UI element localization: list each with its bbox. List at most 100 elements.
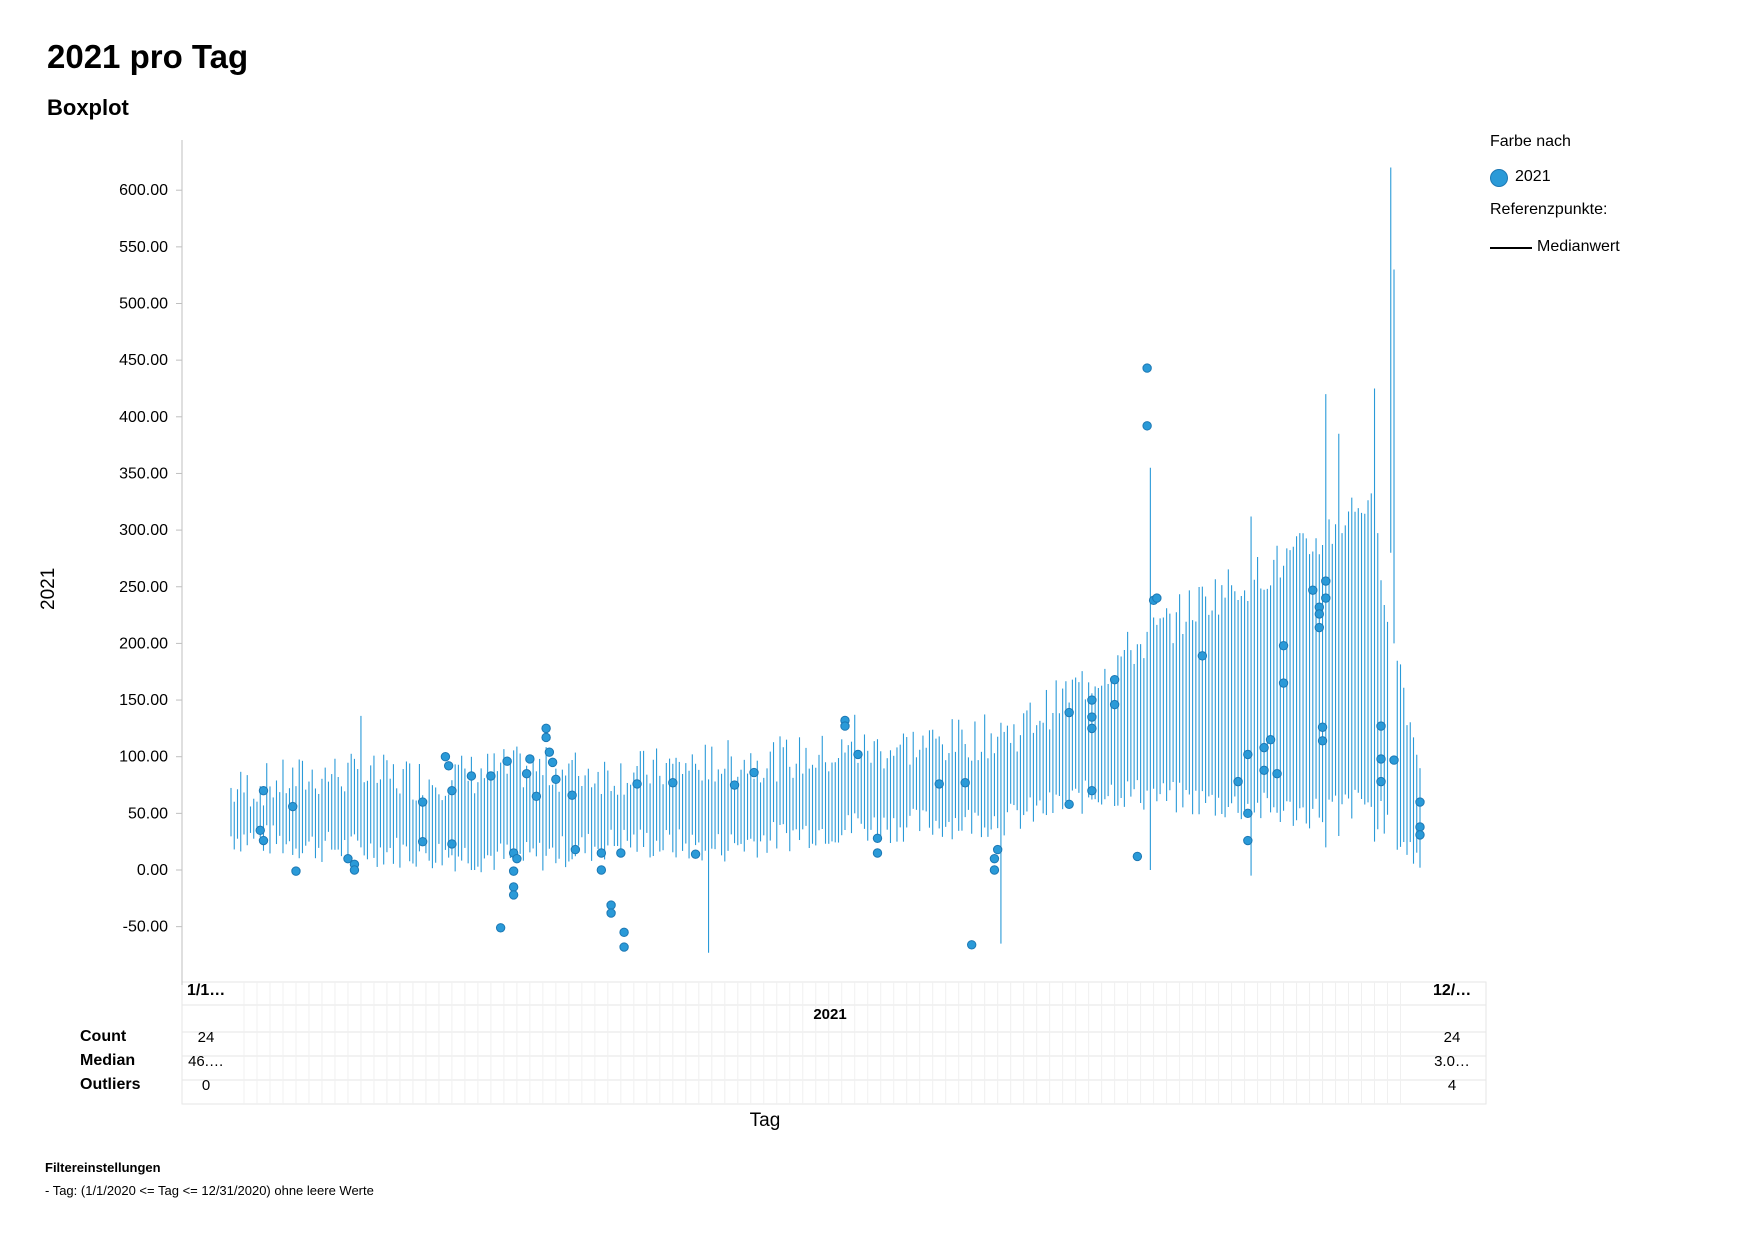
outlier-point — [1376, 754, 1386, 764]
outlier-point — [1278, 640, 1289, 651]
outlier-point — [495, 923, 506, 933]
outlier-point — [966, 940, 977, 950]
outlier-point — [1087, 712, 1097, 722]
outlier-point — [1064, 799, 1074, 809]
outlier-point — [1243, 835, 1253, 846]
outlier-point — [1308, 585, 1318, 595]
boxplot-boxes — [230, 167, 1421, 953]
outlier-point — [255, 825, 265, 836]
outlier-point — [502, 756, 512, 766]
outlier-point — [291, 866, 301, 876]
x-tick-band — [181, 981, 1487, 1006]
outlier-point — [570, 844, 581, 855]
stats-last-count: 24 — [1443, 1029, 1461, 1046]
y-tick-label: 300.00 — [119, 522, 168, 539]
outlier-point — [1314, 609, 1324, 619]
outlier-point — [1142, 421, 1152, 431]
outlier-point — [258, 785, 269, 796]
outlier-point — [616, 848, 626, 858]
y-tick-label: 400.00 — [119, 409, 168, 426]
legend-series-label: 2021 — [1515, 168, 1551, 185]
outlier-point — [853, 749, 863, 760]
outlier-point — [668, 778, 678, 788]
outlier-point — [1317, 722, 1328, 732]
legend-median-line-icon — [1490, 247, 1532, 249]
outlier-point — [596, 848, 607, 858]
outlier-point — [440, 752, 451, 762]
stats-first-outliers: 0 — [201, 1077, 211, 1094]
outlier-points — [255, 363, 1425, 952]
outlier-point — [1259, 742, 1269, 753]
outlier-point — [1376, 721, 1386, 731]
outlier-point — [1087, 785, 1097, 796]
outlier-point — [443, 761, 454, 771]
outlier-point — [567, 790, 577, 800]
outlier-point — [486, 771, 496, 781]
outlier-point — [1272, 768, 1282, 779]
y-tick-label: 0.00 — [137, 862, 168, 879]
outlier-point — [989, 853, 1000, 864]
y-tick-label: 550.00 — [119, 239, 168, 256]
x-tick-last: 12/… — [1433, 982, 1472, 999]
y-axis: -50.00 0.00 50.00 100.00 150.00 200.00 250.00 3… — [119, 140, 183, 985]
stats-first-median: 46.… — [188, 1053, 224, 1070]
chart-subtitle: Boxplot — [47, 95, 129, 120]
filter-title: Filtereinstellungen — [45, 1160, 161, 1175]
stats-grid — [181, 981, 1487, 1105]
outlier-point — [606, 900, 616, 910]
stats-table-border — [181, 1031, 1487, 1105]
y-tick-label: 350.00 — [119, 465, 168, 482]
legend-ref-label: Medianwert — [1537, 238, 1620, 255]
y-tick-label: 200.00 — [119, 635, 168, 652]
outlier-point — [1415, 830, 1425, 840]
y-tick-label: 50.00 — [128, 805, 168, 822]
outlier-point — [619, 942, 629, 952]
outlier-point — [288, 801, 298, 812]
outlier-point — [1376, 776, 1386, 787]
x-group-label: 2021 — [813, 1006, 847, 1023]
outlier-point — [258, 835, 269, 846]
outlier-point — [508, 882, 519, 892]
outlier-point — [1321, 593, 1331, 603]
outlier-point — [596, 865, 607, 875]
outlier-point — [551, 774, 561, 785]
legend-ref-header: Referenzpunkte: — [1490, 201, 1608, 218]
outlier-point — [690, 849, 701, 859]
outlier-point — [508, 866, 519, 876]
stats-first-count: 24 — [197, 1029, 215, 1046]
outlier-point — [1064, 707, 1074, 718]
outlier-point — [1132, 851, 1143, 862]
outlier-point — [1415, 797, 1425, 807]
outlier-point — [1109, 699, 1120, 710]
outlier-point — [872, 848, 883, 858]
outlier-point — [521, 768, 532, 779]
filter-item: - Tag: (1/1/2020 <= Tag <= 12/31/2020) o… — [45, 1183, 374, 1198]
outlier-point — [417, 836, 428, 847]
stats-label-median: Median — [80, 1052, 136, 1069]
outlier-point — [343, 853, 353, 864]
page-title: 2021 pro Tag — [47, 38, 249, 75]
outlier-point — [606, 908, 616, 918]
outlier-point — [1087, 695, 1097, 705]
outlier-point — [632, 779, 642, 789]
outlier-point — [1415, 822, 1425, 832]
stats-label-outliers: Outliers — [80, 1076, 141, 1093]
outlier-point — [1278, 678, 1289, 688]
outlier-point — [547, 757, 558, 768]
outlier-point — [1243, 749, 1253, 760]
outlier-point — [729, 780, 740, 790]
outlier-point — [1317, 736, 1328, 746]
y-tick-label: 500.00 — [119, 296, 168, 313]
outlier-point — [541, 723, 551, 734]
outlier-point — [840, 721, 850, 731]
stats-label-count: Count — [80, 1028, 127, 1045]
outlier-point — [872, 833, 883, 843]
outlier-point — [992, 844, 1003, 855]
outlier-point — [619, 927, 629, 938]
y-tick-label: -50.00 — [123, 919, 168, 936]
y-axis-title: 2021 — [38, 567, 59, 610]
stats-last-median: 3.0… — [1434, 1053, 1470, 1070]
outlier-point — [466, 771, 477, 781]
x-axis-title: Tag — [749, 1110, 781, 1131]
